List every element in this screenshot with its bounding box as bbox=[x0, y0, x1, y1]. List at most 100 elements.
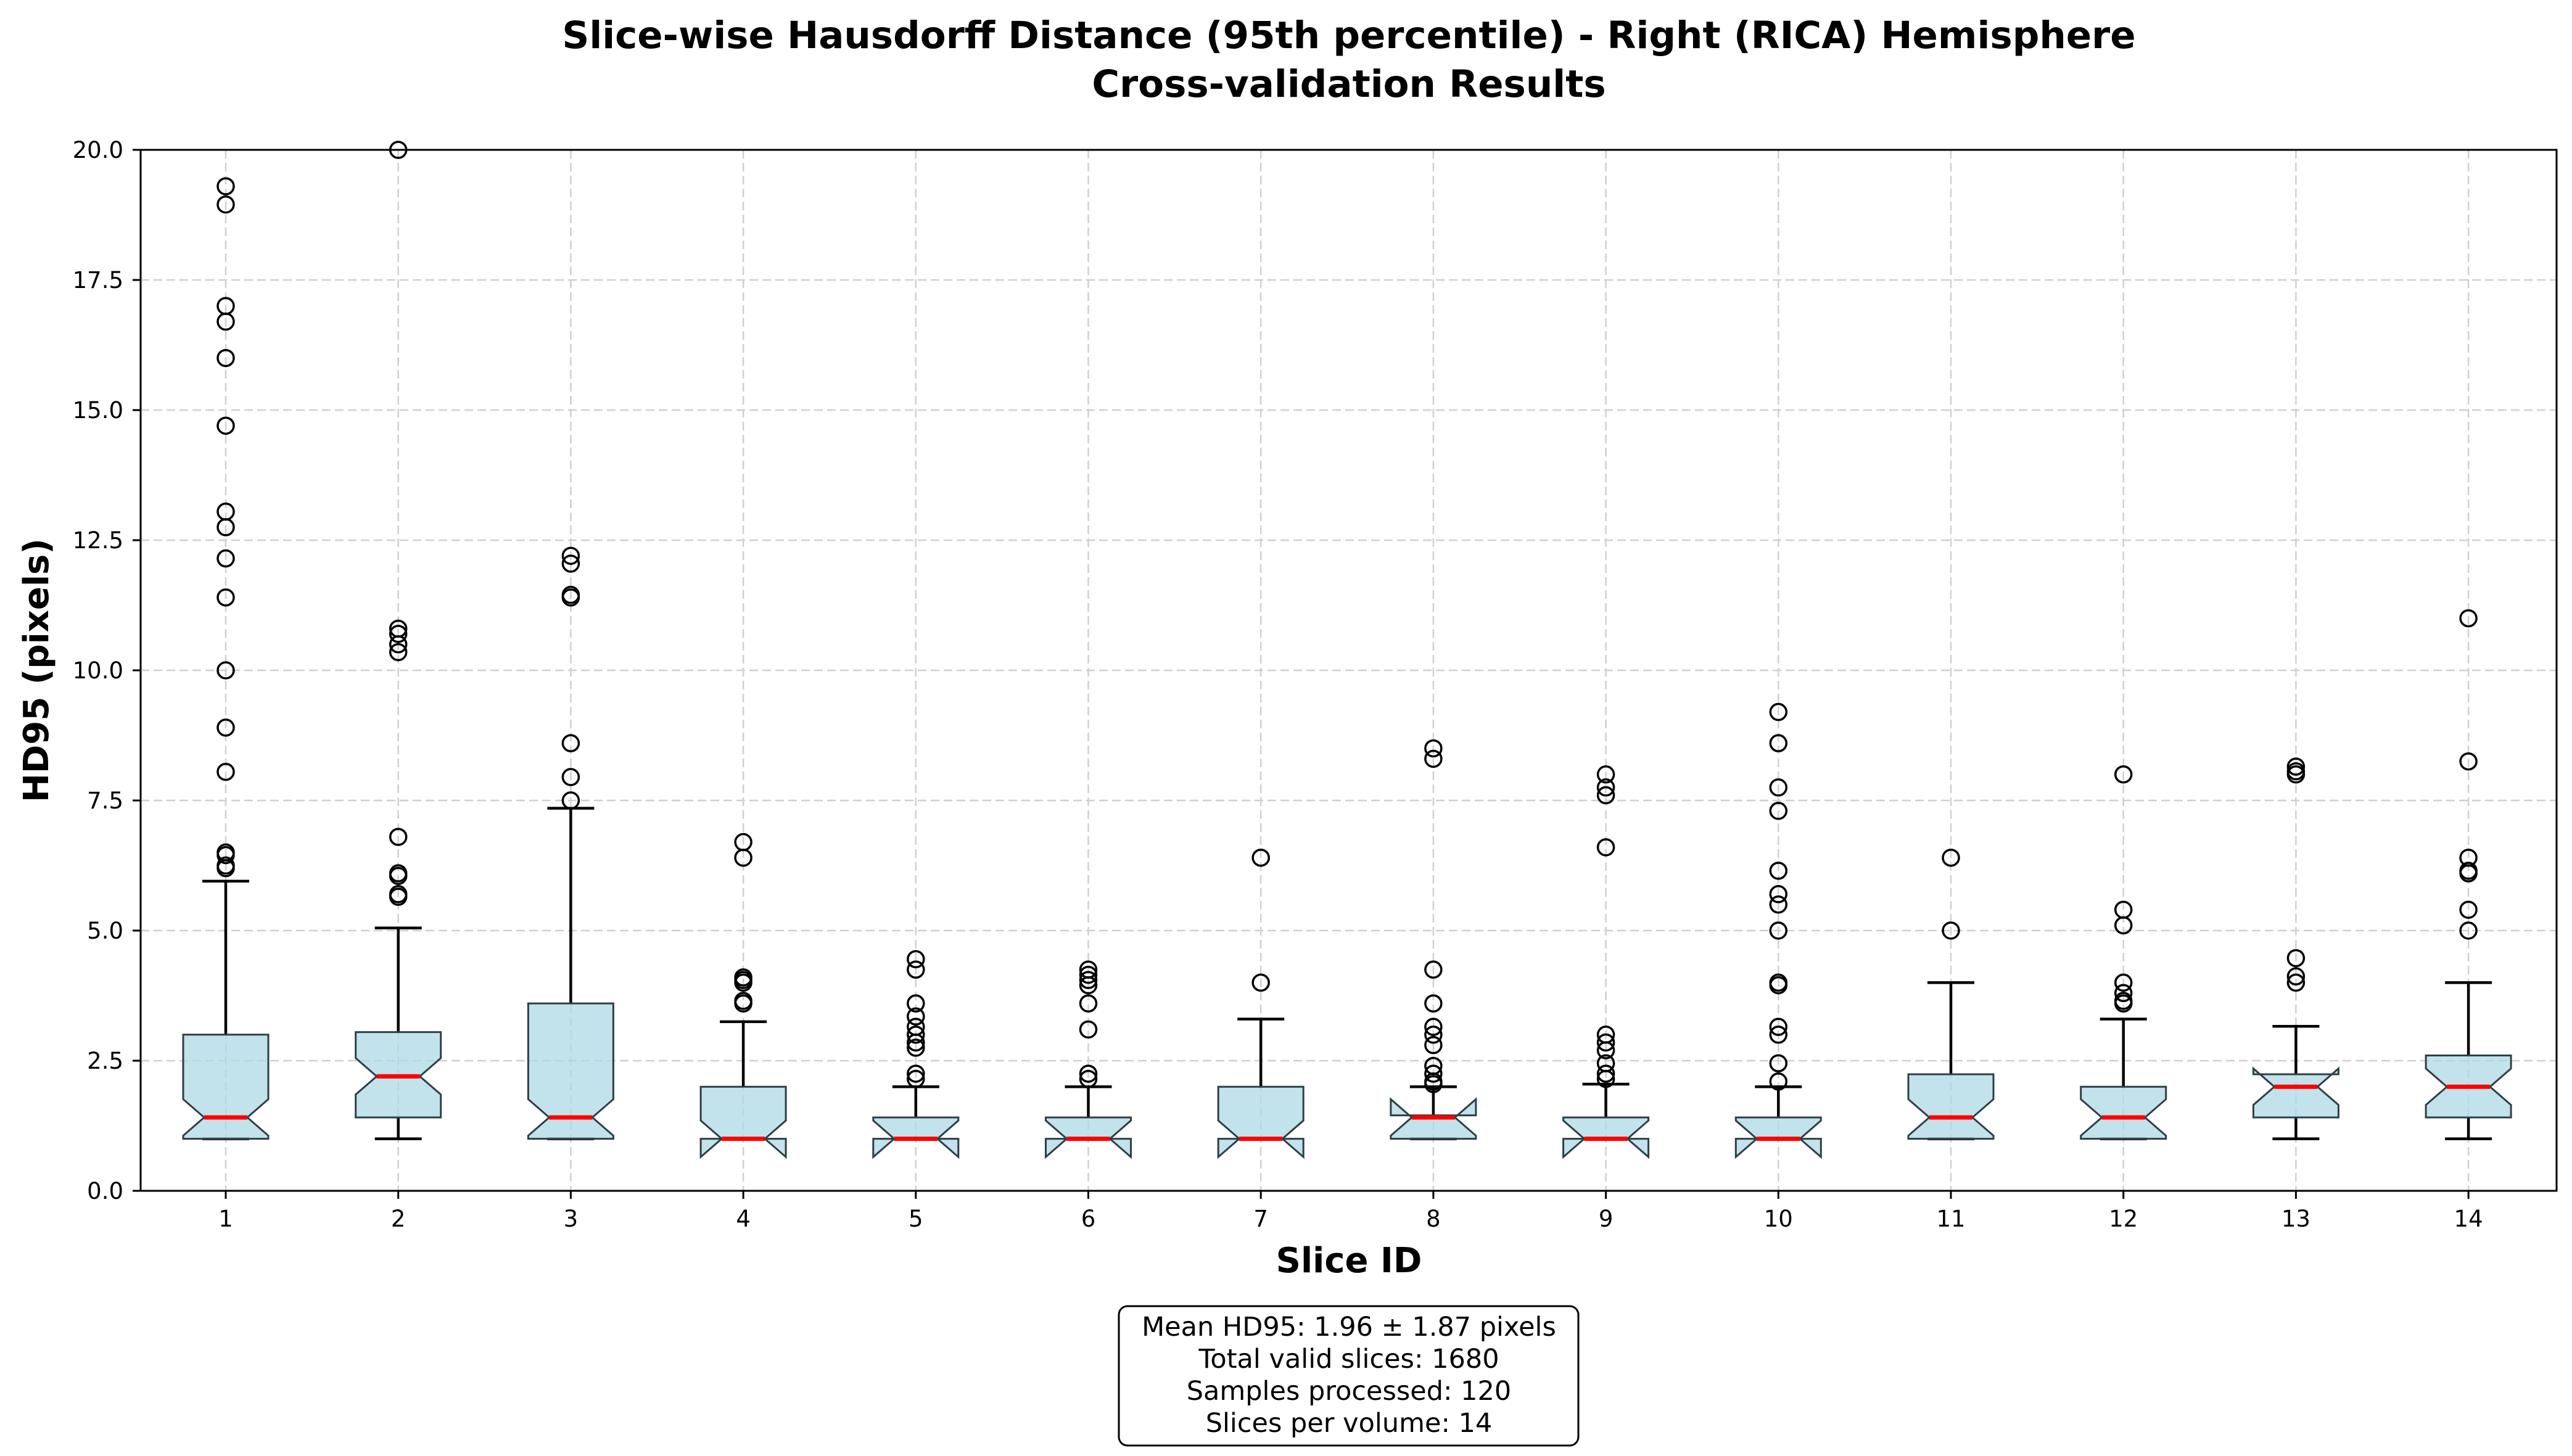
stats-mean: Mean HD95: 1.96 ± 1.87 pixels bbox=[1142, 1312, 1556, 1343]
outlier-point bbox=[907, 1064, 925, 1083]
outlier-point bbox=[734, 992, 752, 1010]
y-tick-label: 7.5 bbox=[87, 788, 123, 814]
box-slice-1 bbox=[182, 177, 270, 1140]
outlier-point bbox=[734, 833, 752, 852]
outlier-point bbox=[216, 661, 235, 680]
outlier-point bbox=[2459, 921, 2478, 940]
outlier-point bbox=[1079, 1064, 1098, 1083]
outlier-point bbox=[1769, 734, 1788, 752]
outlier-point bbox=[216, 549, 235, 568]
outlier-point bbox=[1079, 971, 1098, 989]
outlier-point bbox=[1769, 885, 1788, 903]
box-slice-8 bbox=[1390, 739, 1477, 1140]
outlier-point bbox=[216, 297, 235, 315]
outlier-point bbox=[1424, 960, 1443, 979]
outlier-point bbox=[1079, 965, 1098, 984]
box-slice-9 bbox=[1562, 765, 1650, 1159]
outlier-point bbox=[1424, 1056, 1443, 1076]
x-tick-label: 14 bbox=[2454, 1206, 2483, 1232]
outlier-point bbox=[1424, 1026, 1443, 1044]
x-tick-label: 1 bbox=[218, 1206, 233, 1232]
outlier-point bbox=[216, 762, 235, 781]
outlier-point bbox=[389, 619, 408, 638]
outlier-point bbox=[1769, 921, 1788, 940]
outlier-point bbox=[907, 994, 925, 1013]
notched-box bbox=[1217, 1085, 1305, 1159]
x-tick-label: 8 bbox=[1426, 1206, 1441, 1232]
outlier-point bbox=[734, 968, 752, 987]
y-tick-label: 17.5 bbox=[73, 267, 123, 294]
chart-subtitle: Cross-validation Results bbox=[1092, 62, 1605, 106]
outlier-point bbox=[1596, 1026, 1615, 1044]
box-slice-14 bbox=[2425, 609, 2512, 1140]
outlier-point bbox=[1942, 849, 1960, 867]
y-tick-label: 0.0 bbox=[87, 1178, 123, 1204]
outlier-point bbox=[561, 585, 580, 604]
outlier-point bbox=[1596, 786, 1615, 805]
x-tick-label: 5 bbox=[909, 1206, 923, 1232]
outlier-point bbox=[2286, 948, 2306, 968]
outlier-point bbox=[1079, 1069, 1098, 1088]
outlier-point bbox=[1596, 838, 1615, 857]
outlier-point bbox=[2114, 992, 2133, 1010]
outlier-point bbox=[2459, 862, 2478, 880]
box-slice-5 bbox=[872, 950, 960, 1159]
x-axis-label: Slice ID bbox=[1276, 1241, 1422, 1281]
outlier-point bbox=[1769, 802, 1788, 820]
outlier-point bbox=[561, 768, 580, 786]
x-tick-label: 9 bbox=[1599, 1206, 1614, 1232]
box-slice-3 bbox=[527, 546, 614, 1140]
outlier-point bbox=[561, 791, 580, 810]
outlier-point bbox=[561, 546, 580, 566]
outlier-point bbox=[907, 1007, 925, 1026]
outlier-point bbox=[1769, 1054, 1788, 1072]
stats-annotation: Mean HD95: 1.96 ± 1.87 pixels Total vali… bbox=[1118, 1305, 1580, 1447]
outlier-point bbox=[1424, 1064, 1443, 1083]
outlier-point bbox=[1596, 778, 1615, 797]
x-axis-ticks: 1 2 3 4 5 6 7 8 9 10 11 12 13 14 bbox=[218, 1191, 2483, 1232]
outlier-point bbox=[907, 1039, 925, 1057]
outlier-point bbox=[2459, 609, 2478, 628]
box-slice-4 bbox=[699, 833, 787, 1159]
outlier-point bbox=[2286, 973, 2306, 992]
notched-box bbox=[182, 1034, 270, 1140]
outlier-point bbox=[1769, 973, 1788, 992]
outlier-point bbox=[2286, 762, 2306, 781]
outlier-point bbox=[1424, 994, 1443, 1013]
x-tick-label: 11 bbox=[1936, 1206, 1965, 1232]
outlier-point bbox=[907, 950, 925, 969]
outlier-point bbox=[2459, 900, 2478, 919]
outlier-point bbox=[216, 177, 235, 195]
box-slice-12 bbox=[2080, 765, 2167, 1140]
outlier-point bbox=[1596, 1064, 1615, 1083]
outlier-point bbox=[907, 1069, 925, 1088]
box-slice-10 bbox=[1734, 702, 1822, 1159]
notched-box bbox=[527, 1002, 614, 1140]
outlier-point bbox=[1769, 1018, 1788, 1036]
y-axis-ticks: 0.0 2.5 5.0 7.5 10.0 12.5 15.0 17.5 20.0 bbox=[73, 137, 141, 1204]
grid-lines bbox=[141, 150, 2557, 1191]
outlier-point bbox=[907, 960, 925, 979]
outlier-point bbox=[1769, 778, 1788, 797]
outlier-point bbox=[2459, 752, 2478, 771]
outlier-point bbox=[389, 828, 408, 846]
outlier-point bbox=[1596, 1054, 1615, 1072]
outlier-point bbox=[2459, 849, 2478, 867]
outlier-point bbox=[216, 588, 235, 607]
outlier-point bbox=[1942, 921, 1960, 940]
box-slice-7 bbox=[1217, 849, 1305, 1159]
outlier-point bbox=[1596, 1033, 1615, 1052]
outlier-point bbox=[1424, 1035, 1443, 1055]
outlier-point bbox=[1079, 994, 1098, 1013]
outlier-point bbox=[1769, 702, 1788, 722]
outlier-point bbox=[1424, 1018, 1443, 1036]
box-series bbox=[182, 141, 2512, 1159]
outlier-point bbox=[2114, 765, 2133, 784]
x-tick-label: 6 bbox=[1081, 1206, 1096, 1232]
box-slice-11 bbox=[1907, 849, 1995, 1140]
stats-total-slices: Total valid slices: 1680 bbox=[1198, 1344, 1499, 1375]
box-slice-2 bbox=[355, 141, 442, 1140]
outlier-point bbox=[389, 864, 408, 882]
outlier-point bbox=[1079, 1020, 1098, 1039]
outlier-point bbox=[216, 718, 235, 737]
